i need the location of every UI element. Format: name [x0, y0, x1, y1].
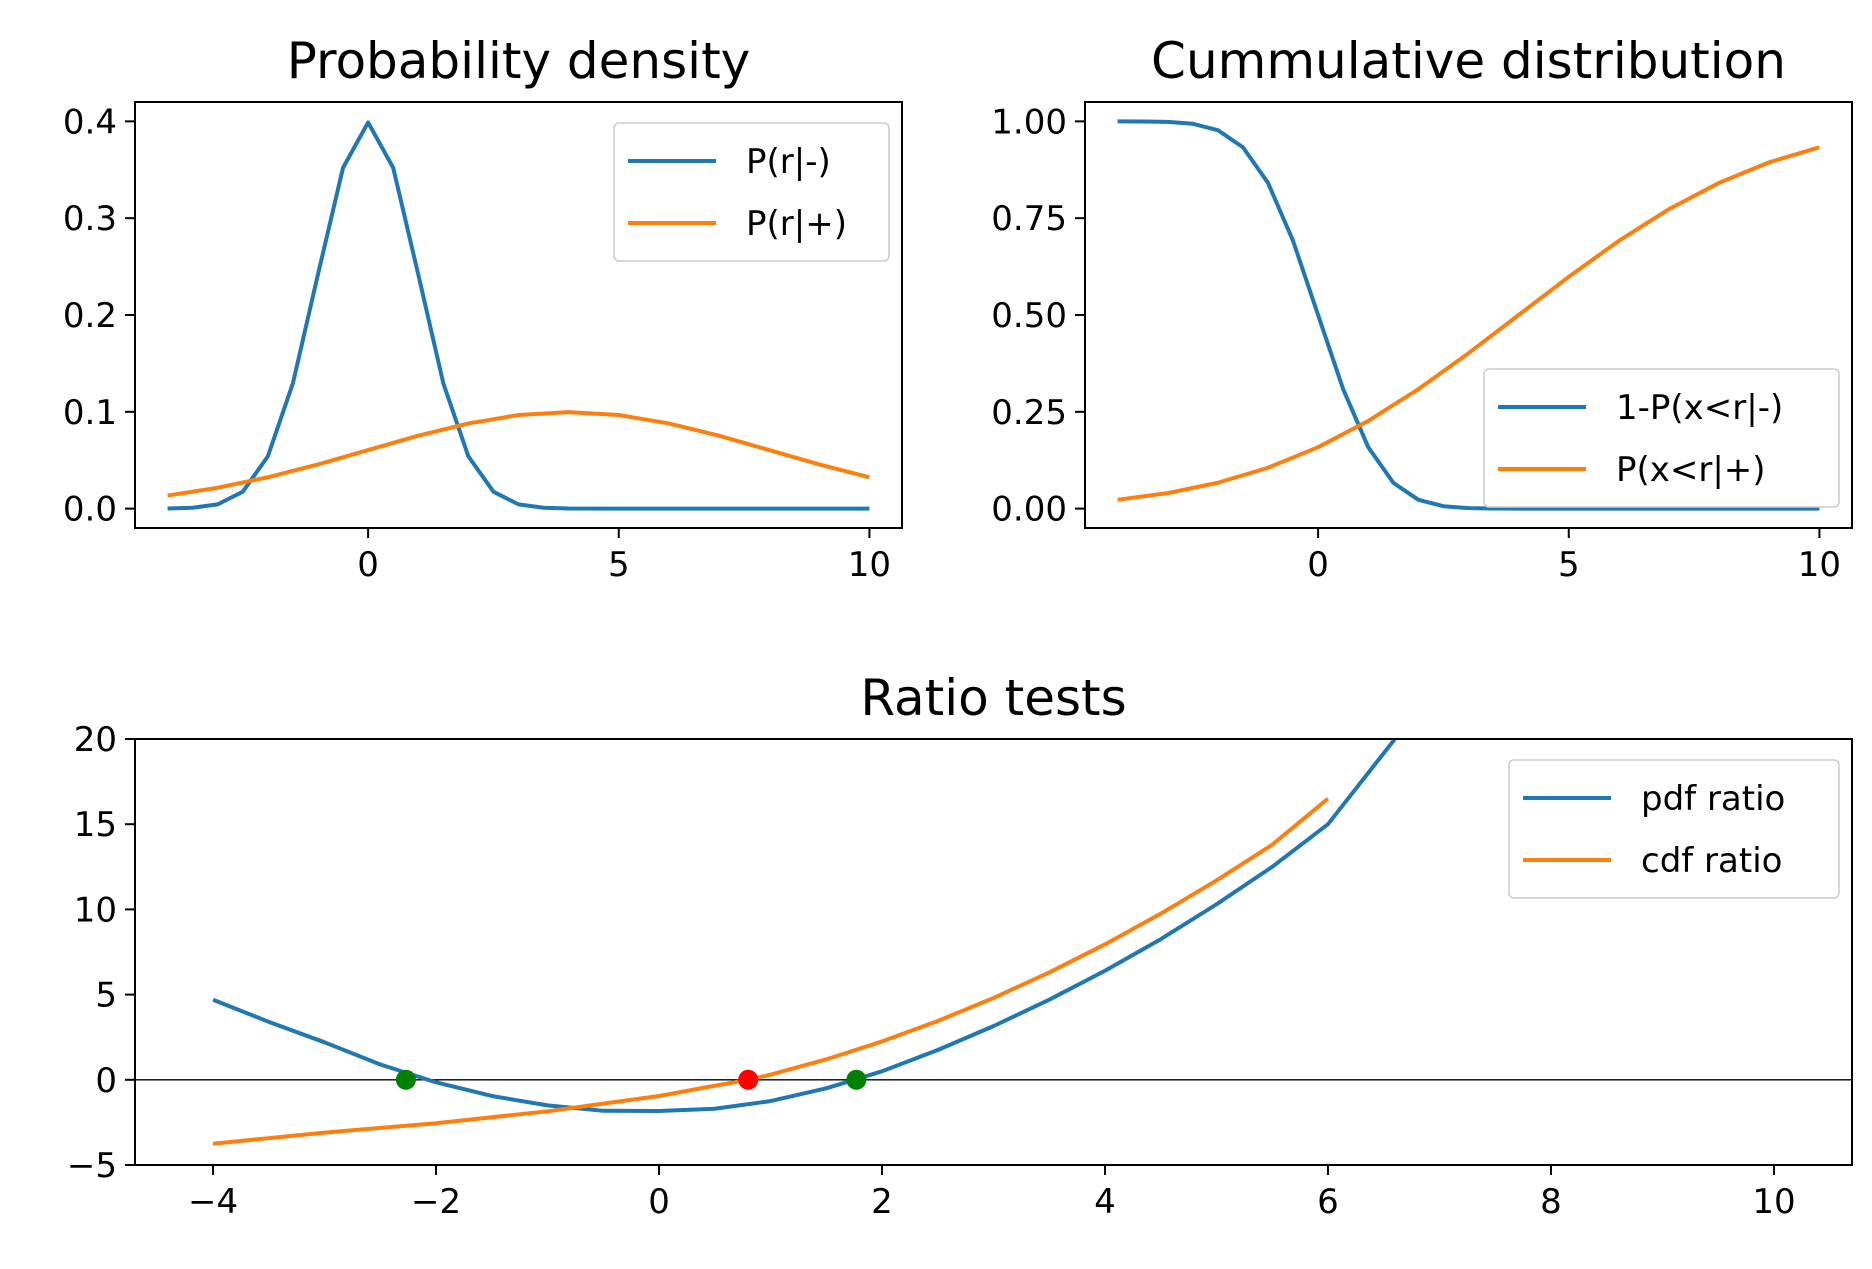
series-line-1 [1117, 145, 1820, 502]
y-tick-label: −5 [67, 1146, 117, 1186]
plot-area [212, 739, 1397, 1146]
legend-label: P(r|-) [746, 142, 831, 182]
y-tick-label: 15 [74, 805, 117, 845]
x-tick-label: −4 [188, 1182, 238, 1222]
legend-box [1483, 368, 1840, 508]
y-tick-label: 0.1 [63, 393, 117, 433]
y-tick-label: 0.25 [991, 393, 1067, 433]
point-marker-1 [738, 1069, 759, 1090]
x-tick-label: −2 [411, 1182, 461, 1222]
series-line-1 [212, 797, 1330, 1146]
chart-title: Ratio tests [860, 669, 1126, 727]
point-marker-2 [846, 1069, 867, 1090]
y-tick-label: 0 [95, 1061, 117, 1101]
y-tick-label: 0.3 [63, 199, 117, 239]
x-tick-label: 10 [1752, 1182, 1795, 1222]
chart-cdf: Cummulative distribution 0 5 10 0.00 0.25 0.50… [991, 32, 1853, 585]
legend-label: cdf ratio [1641, 841, 1782, 881]
legend-label: P(r|+) [746, 204, 847, 244]
x-tick-label: 6 [1317, 1182, 1339, 1222]
chart-title: Probability density [287, 32, 751, 90]
legend-label: pdf ratio [1641, 779, 1785, 819]
legend: 1-P(x<r|-) P(x<r|+) [1483, 368, 1840, 508]
x-tick-label: 2 [871, 1182, 893, 1222]
x-tick-label: 0 [648, 1182, 670, 1222]
y-tick-label: 5 [95, 976, 117, 1016]
y-tick-label: 1.00 [991, 102, 1067, 142]
y-tick-label: 0.75 [991, 199, 1067, 239]
y-tick-label: 10 [74, 890, 117, 930]
x-tick-label: 0 [1307, 545, 1329, 585]
y-tick-label: 0.0 [63, 490, 117, 530]
chart-pdf: Probability density 0 5 10 0.0 0.1 0.2 0.3 0.4 P(… [63, 32, 903, 585]
y-tick-label: 0.00 [991, 490, 1067, 530]
x-tick-label: 5 [608, 545, 630, 585]
point-marker-0 [395, 1069, 416, 1090]
x-tick-label: 4 [1094, 1182, 1116, 1222]
plot-area [167, 120, 870, 511]
chart-ratio: Ratio tests −4 −2 0 2 4 6 8 10 −5 0 5 10 15 20 pdf rati… [67, 669, 1853, 1222]
axes-frame [134, 738, 1853, 1166]
plot-area [1117, 119, 1820, 511]
legend: pdf ratio cdf ratio [1508, 759, 1840, 899]
legend-label: P(x<r|+) [1616, 450, 1766, 490]
series-line-0 [167, 120, 870, 511]
series-line-0 [212, 739, 1397, 1113]
y-tick-label: 0.4 [63, 102, 117, 142]
legend-label: 1-P(x<r|-) [1616, 388, 1783, 428]
chart-title: Cummulative distribution [1151, 32, 1786, 90]
y-tick-label: 0.2 [63, 296, 117, 336]
y-tick-label: 20 [74, 720, 117, 760]
legend-box [613, 122, 890, 262]
series-line-1 [167, 410, 870, 498]
x-tick-label: 8 [1540, 1182, 1562, 1222]
x-tick-label: 10 [848, 545, 891, 585]
x-tick-label: 10 [1798, 545, 1841, 585]
series-line-0 [1117, 119, 1820, 511]
legend-box [1508, 759, 1840, 899]
legend: P(r|-) P(r|+) [613, 122, 890, 262]
x-tick-label: 0 [357, 545, 379, 585]
x-tick-label: 5 [1558, 545, 1580, 585]
y-tick-label: 0.50 [991, 296, 1067, 336]
